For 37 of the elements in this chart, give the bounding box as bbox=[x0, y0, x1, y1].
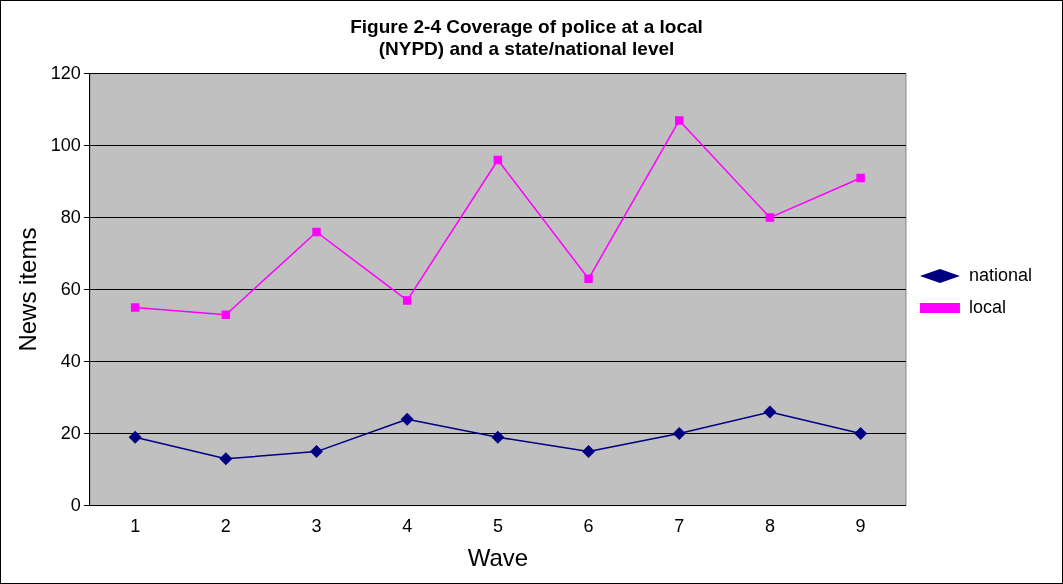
y-tick-label: 20 bbox=[60, 422, 81, 443]
point bbox=[672, 427, 686, 441]
y-tick-label: 120 bbox=[50, 62, 81, 83]
y-tick-label: 80 bbox=[60, 206, 81, 227]
point bbox=[675, 116, 684, 125]
point bbox=[582, 445, 596, 459]
point bbox=[128, 430, 142, 444]
legend-label: local bbox=[968, 296, 1006, 317]
y-tick-label: 0 bbox=[70, 494, 81, 515]
point bbox=[765, 213, 775, 222]
chart-title: Figure 2-4 Coverage of police at a local (NYPD) and a state/national level bbox=[350, 15, 703, 60]
point bbox=[402, 296, 412, 305]
x-tick-label: 7 bbox=[674, 516, 685, 537]
x-axis-title: Wave bbox=[467, 544, 529, 572]
x-tick-label: 8 bbox=[764, 516, 775, 537]
point bbox=[763, 405, 777, 419]
x-tick-label: 3 bbox=[311, 516, 322, 537]
point bbox=[130, 303, 140, 312]
x-tick-label: 5 bbox=[492, 516, 503, 537]
y-tick-label: 100 bbox=[50, 134, 81, 155]
point bbox=[491, 430, 505, 444]
point bbox=[400, 412, 414, 426]
x-tick-label: 6 bbox=[583, 516, 594, 537]
point bbox=[856, 173, 865, 183]
point bbox=[219, 452, 233, 466]
point bbox=[312, 227, 321, 237]
point bbox=[854, 427, 868, 441]
y-tick-label: 60 bbox=[60, 278, 81, 299]
point bbox=[584, 274, 593, 284]
x-tick-label: 2 bbox=[220, 516, 231, 537]
x-tick-label: 9 bbox=[855, 516, 866, 537]
x-tick-label: 1 bbox=[130, 516, 141, 537]
x-tick-label: 4 bbox=[402, 516, 413, 537]
y-tick-label: 40 bbox=[60, 350, 81, 371]
legend-label: national bbox=[968, 264, 1033, 285]
point bbox=[310, 445, 324, 459]
y-axis-title: News items bbox=[14, 227, 42, 352]
